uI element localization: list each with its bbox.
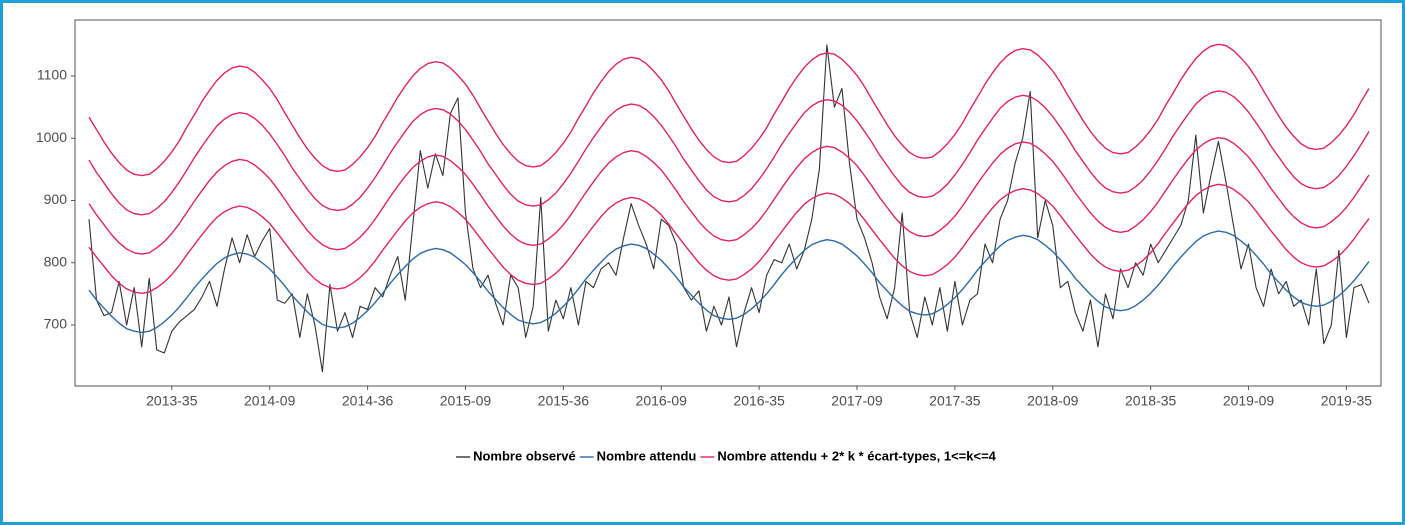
series-line (88, 230, 1370, 334)
series-line (88, 44, 1370, 373)
x-tick-label: 2014-09 (244, 393, 296, 409)
series-line (88, 136, 1370, 255)
series-line (88, 90, 1370, 216)
plot-box (74, 19, 1382, 387)
x-tick-label: 2015-36 (538, 393, 590, 409)
y-tick-label: 700 (44, 316, 68, 332)
series-line (88, 43, 1370, 177)
x-tick-label: 2018-35 (1125, 393, 1177, 409)
x-tick-label: 2016-35 (733, 393, 785, 409)
legend: Nombre observé Nombre attendu Nombre atten… (456, 448, 997, 463)
x-tick-label: 2016-09 (636, 393, 688, 409)
legend-label: Nombre observé (473, 448, 576, 463)
series-line (88, 183, 1370, 294)
x-tick-label: 2017-35 (929, 393, 981, 409)
x-tick-label: 2019-35 (1321, 393, 1373, 409)
legend-label: Nombre attendu + 2* k * écart-types, 1<=… (717, 448, 996, 463)
x-tick-label: 2019-09 (1223, 393, 1275, 409)
y-tick-label: 1000 (36, 129, 67, 145)
x-tick-label: 2014-36 (342, 393, 394, 409)
y-tick-label: 900 (44, 191, 68, 207)
x-tick-label: 2015-09 (440, 393, 492, 409)
y-tick-label: 1100 (37, 67, 67, 83)
legend-label: Nombre attendu (597, 448, 697, 463)
x-tick-label: 2018-09 (1027, 393, 1079, 409)
y-tick-label: 800 (44, 253, 68, 269)
x-tick-label: 2017-09 (831, 393, 883, 409)
x-tick-label: 2013-35 (146, 393, 198, 409)
